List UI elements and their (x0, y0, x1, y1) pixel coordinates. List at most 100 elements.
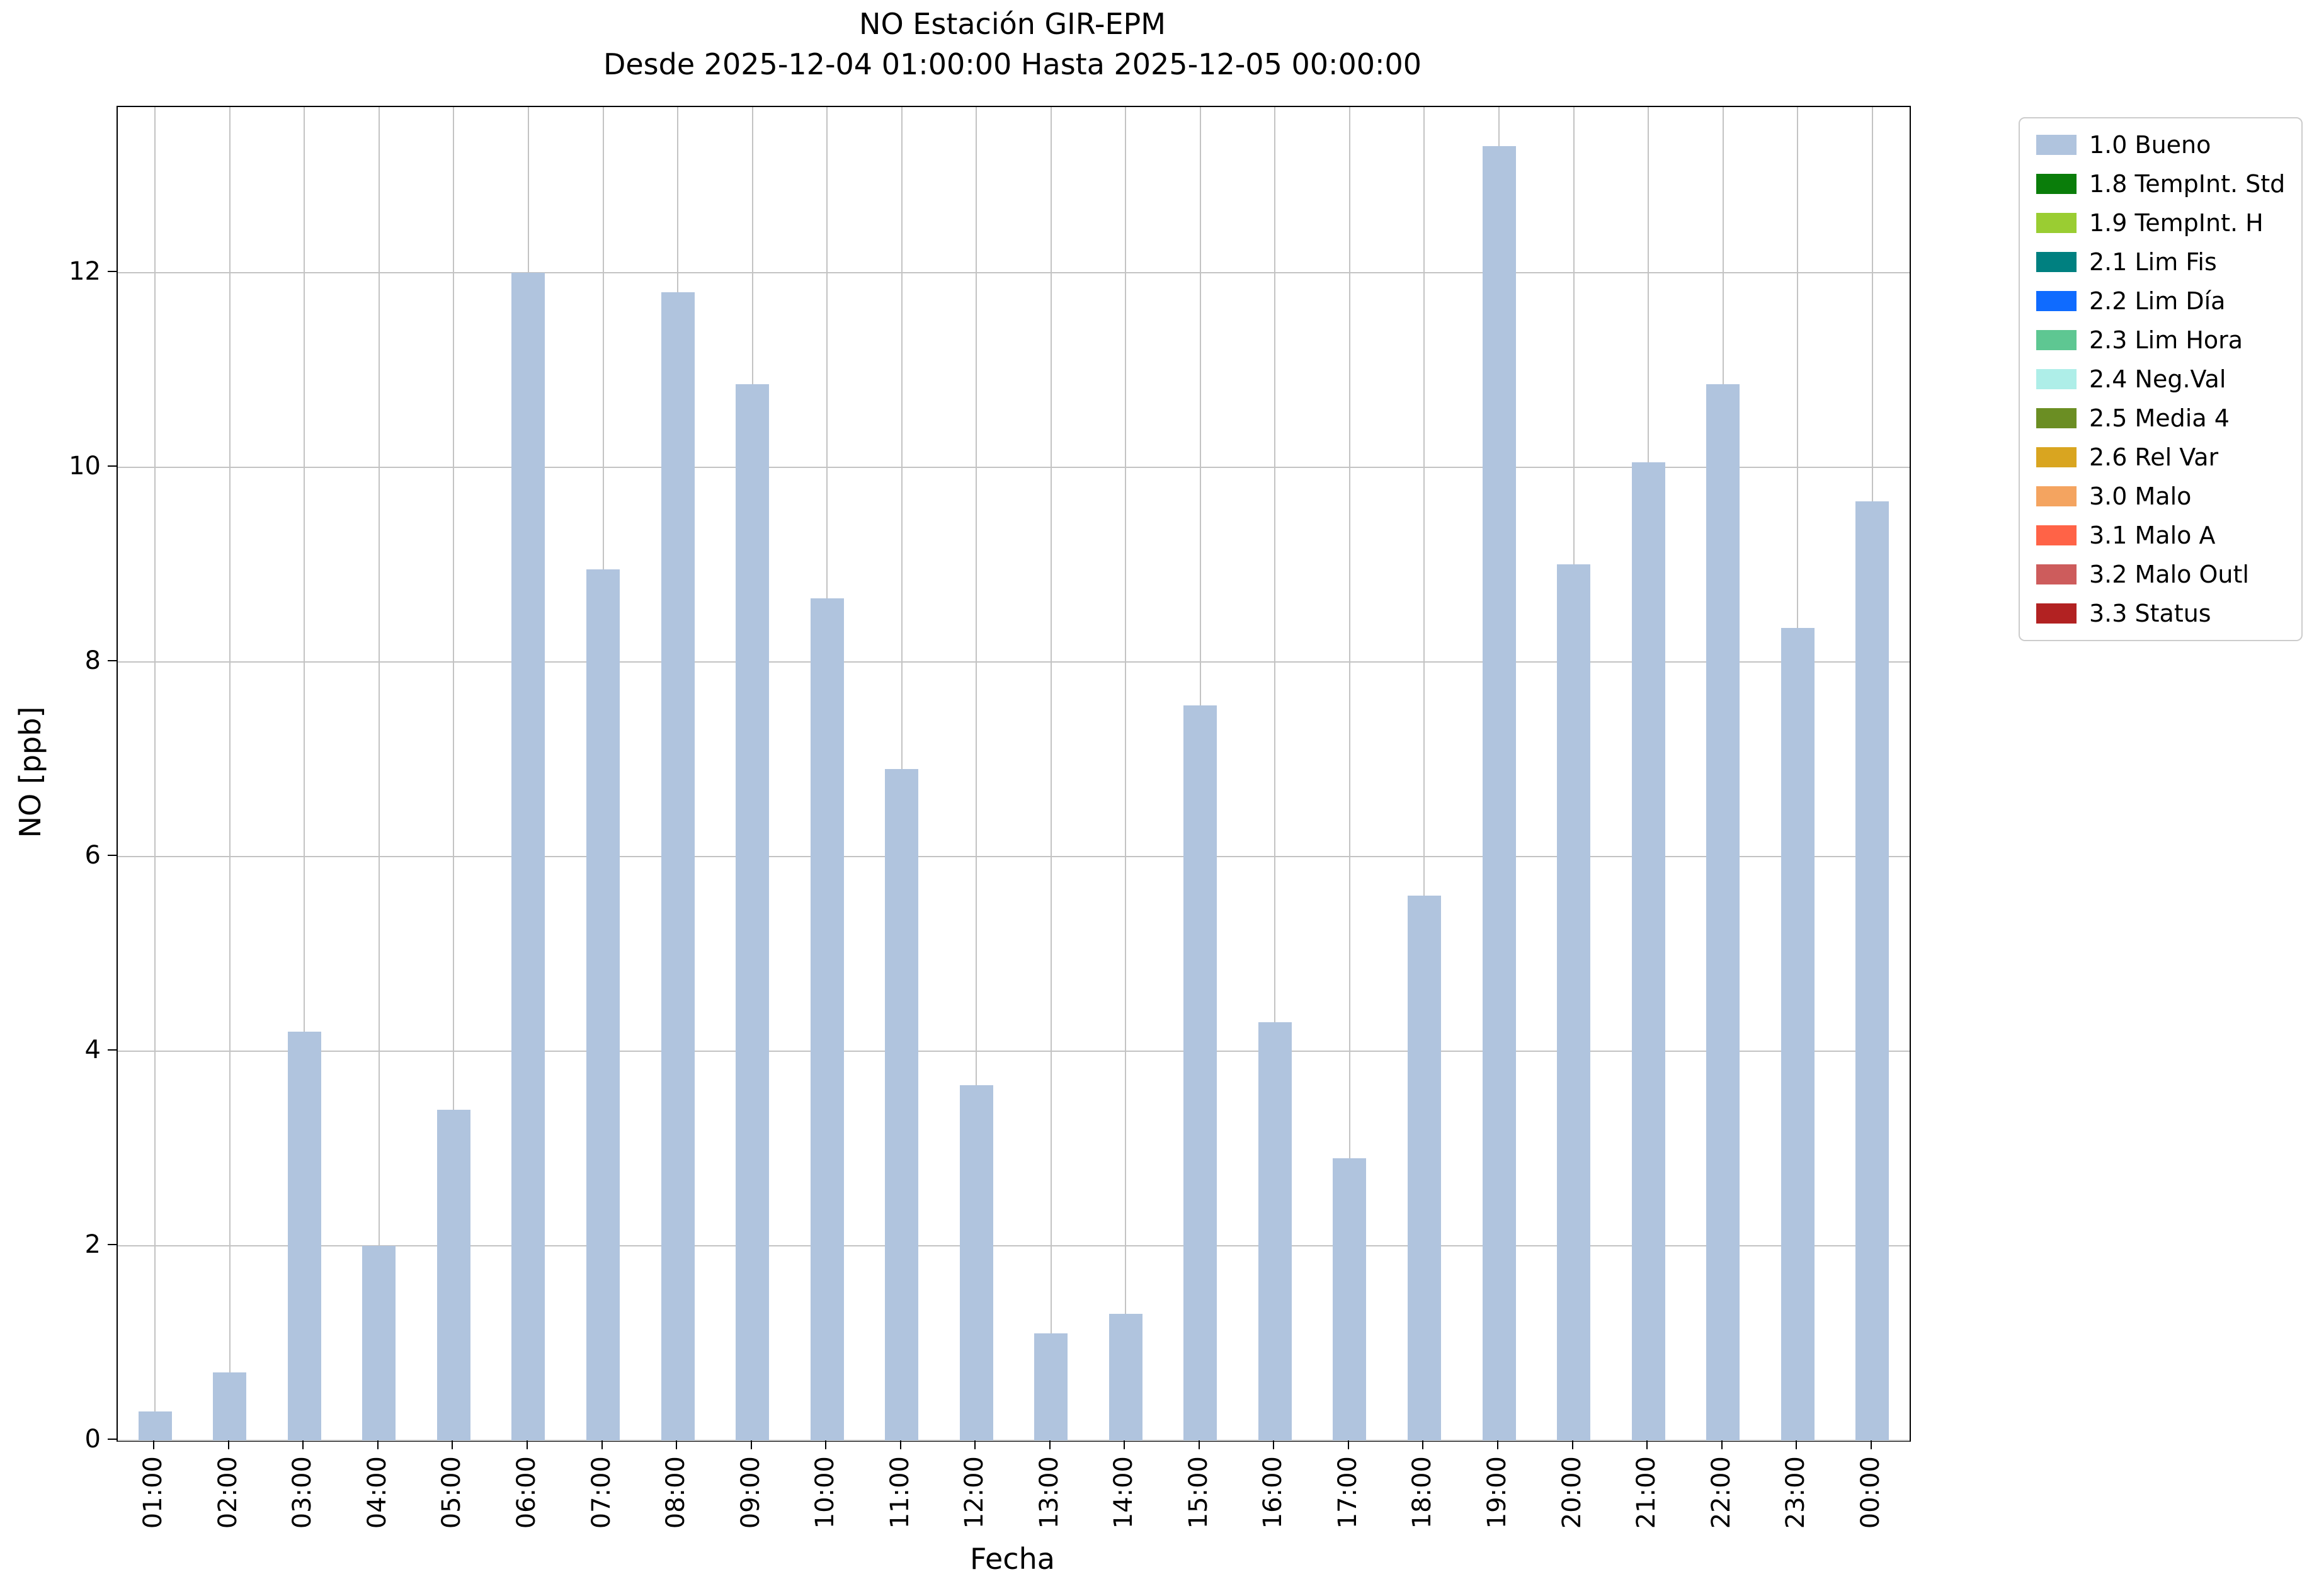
legend-item: 2.3 Lim Hora (2036, 325, 2285, 355)
y-tick-label: 4 (84, 1035, 101, 1064)
legend-label: 3.2 Malo Outl (2089, 561, 2249, 588)
chart-title-line2: Desde 2025-12-04 01:00:00 Hasta 2025-12-… (603, 47, 1422, 81)
x-tick-mark (1796, 1440, 1798, 1449)
bar-20:00 (1557, 564, 1591, 1440)
bar-08:00 (661, 292, 695, 1440)
bar-13:00 (1034, 1333, 1068, 1440)
x-tick-mark (1571, 1440, 1573, 1449)
y-tick-label: 0 (84, 1425, 101, 1454)
legend-label: 2.2 Lim Día (2089, 287, 2226, 315)
x-tick-mark (526, 1440, 528, 1449)
legend-label: 3.0 Malo (2089, 482, 2192, 510)
gridline-vertical (154, 107, 156, 1440)
y-tick-mark (108, 270, 117, 272)
gridline-horizontal (118, 1245, 1910, 1246)
bar-15:00 (1183, 705, 1217, 1440)
y-tick-label: 8 (84, 646, 101, 675)
gridline-vertical (1125, 107, 1127, 1440)
x-tick-mark (750, 1440, 752, 1449)
bar-14:00 (1108, 1314, 1142, 1440)
gridline-horizontal (118, 661, 1910, 663)
legend-swatch (2036, 525, 2077, 545)
x-tick-label: 02:00 (213, 1456, 242, 1529)
legend-item: 2.5 Media 4 (2036, 403, 2285, 433)
x-tick-label: 05:00 (437, 1456, 467, 1529)
x-tick-mark (1646, 1440, 1648, 1449)
x-axis-label: Fecha (970, 1542, 1055, 1576)
y-axis-label: NO [ppb] (13, 706, 47, 838)
legend-swatch (2036, 291, 2077, 311)
bar-11:00 (885, 768, 919, 1440)
x-tick-label: 12:00 (960, 1456, 989, 1529)
legend-item: 3.3 Status (2036, 598, 2285, 629)
legend-item: 2.1 Lim Fis (2036, 247, 2285, 277)
y-tick-mark (108, 659, 117, 661)
legend-label: 3.3 Status (2089, 600, 2211, 627)
bar-01:00 (138, 1411, 172, 1440)
gridline-vertical (378, 107, 380, 1440)
bar-19:00 (1482, 145, 1516, 1440)
gridline-vertical (1423, 107, 1425, 1440)
x-tick-label: 22:00 (1706, 1456, 1736, 1529)
x-tick-label: 11:00 (885, 1456, 914, 1529)
gridline-horizontal (118, 855, 1910, 857)
bar-22:00 (1706, 384, 1740, 1440)
gridline-horizontal (118, 1050, 1910, 1052)
y-tick-mark (108, 1243, 117, 1245)
bar-21:00 (1631, 462, 1665, 1440)
x-tick-label: 20:00 (1557, 1456, 1587, 1529)
legend-swatch (2036, 408, 2077, 428)
y-tick-label: 10 (69, 451, 101, 481)
chart-title: NO Estación GIR-EPM Desde 2025-12-04 01:… (117, 4, 1908, 84)
legend-label: 1.9 TempInt. H (2089, 209, 2264, 237)
x-tick-label: 06:00 (511, 1456, 541, 1529)
chart-title-line1: NO Estación GIR-EPM (859, 7, 1166, 41)
plot-area (117, 106, 1911, 1442)
y-tick-mark (108, 1439, 117, 1440)
bar-00:00 (1855, 501, 1889, 1440)
x-tick-mark (825, 1440, 827, 1449)
legend-label: 2.5 Media 4 (2089, 404, 2230, 432)
gridline-vertical (1274, 107, 1276, 1440)
x-tick-mark (153, 1440, 155, 1449)
x-tick-label: 09:00 (736, 1456, 765, 1529)
gridline-vertical (1348, 107, 1350, 1440)
bar-03:00 (287, 1032, 321, 1440)
y-tick-mark (108, 854, 117, 856)
bar-07:00 (586, 569, 620, 1440)
bar-06:00 (511, 272, 545, 1440)
legend-label: 2.1 Lim Fis (2089, 248, 2217, 276)
y-tick-mark (108, 465, 117, 467)
bar-10:00 (810, 598, 844, 1440)
legend-label: 2.4 Neg.Val (2089, 365, 2226, 393)
legend-label: 2.3 Lim Hora (2089, 326, 2243, 354)
bar-02:00 (213, 1372, 247, 1440)
x-tick-label: 04:00 (362, 1456, 392, 1529)
bar-05:00 (436, 1109, 470, 1440)
bar-04:00 (362, 1245, 396, 1440)
gridline-vertical (453, 107, 455, 1440)
bar-09:00 (736, 384, 770, 1440)
x-tick-label: 18:00 (1408, 1456, 1437, 1529)
x-tick-label: 17:00 (1333, 1456, 1362, 1529)
x-tick-mark (227, 1440, 229, 1449)
x-tick-label: 00:00 (1855, 1456, 1885, 1529)
x-tick-label: 13:00 (1034, 1456, 1064, 1529)
x-tick-label: 21:00 (1632, 1456, 1661, 1529)
gridline-vertical (304, 107, 305, 1440)
x-tick-mark (452, 1440, 453, 1449)
x-tick-mark (1049, 1440, 1051, 1449)
legend-label: 3.1 Malo A (2089, 522, 2216, 549)
legend-swatch (2036, 213, 2077, 233)
legend-swatch (2036, 369, 2077, 389)
legend-label: 1.0 Bueno (2089, 131, 2211, 159)
x-tick-label: 01:00 (139, 1456, 168, 1529)
x-tick-mark (1198, 1440, 1200, 1449)
gridline-horizontal (118, 466, 1910, 468)
gridline-horizontal (118, 271, 1910, 273)
legend-item: 2.6 Rel Var (2036, 442, 2285, 472)
x-tick-mark (601, 1440, 603, 1449)
legend-item: 3.0 Malo (2036, 481, 2285, 511)
x-tick-label: 03:00 (288, 1456, 317, 1529)
legend-item: 1.9 TempInt. H (2036, 208, 2285, 238)
